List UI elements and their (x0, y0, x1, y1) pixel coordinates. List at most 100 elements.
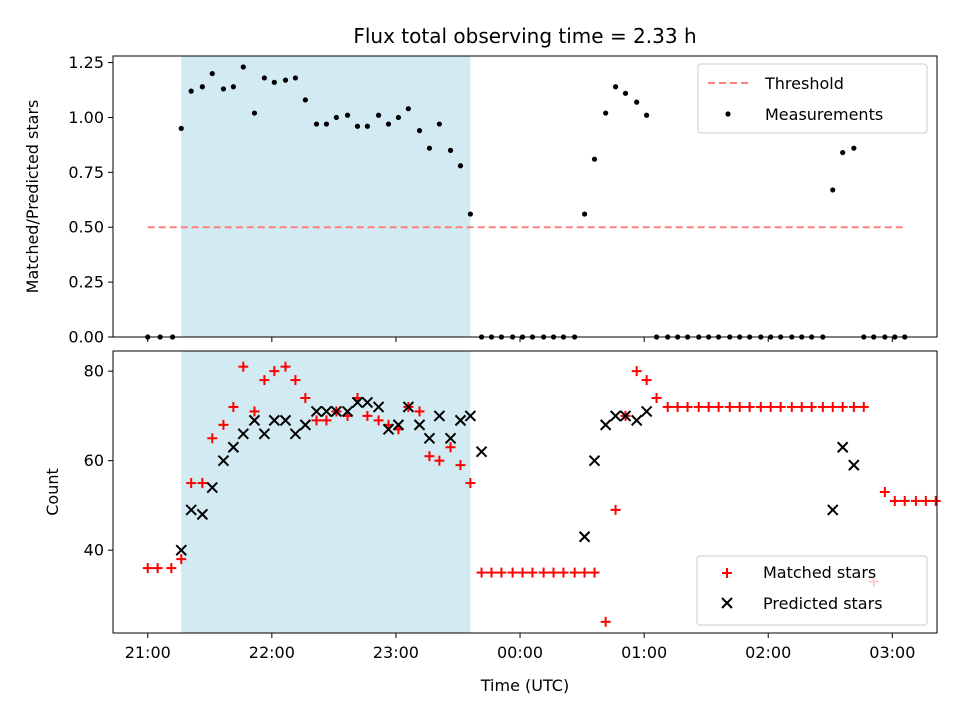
observing-span-bottom (181, 351, 471, 633)
matched-star-point (300, 393, 311, 403)
measurement-point (467, 211, 473, 217)
legend-matched-label: Matched stars (763, 563, 876, 582)
matched-star-point (321, 415, 332, 426)
matched-star-point (186, 478, 197, 489)
matched-star-point (465, 478, 476, 489)
measurement-point (851, 145, 857, 151)
matched-star-point (228, 401, 239, 412)
chart-title: Flux total observing time = 2.33 h (353, 24, 696, 48)
predicted-star-point (599, 419, 612, 431)
matched-star-point (879, 487, 890, 497)
matched-star-point (311, 415, 322, 426)
matched-star-point (434, 455, 445, 466)
measurement-point (840, 149, 846, 156)
matched-star-point (600, 616, 611, 627)
legend-measurements-swatch (725, 111, 731, 117)
measurement-point (416, 128, 423, 134)
matched-star-point (507, 567, 518, 578)
predicted-star-point (413, 419, 426, 431)
measurement-point (240, 64, 246, 70)
matched-star-point (724, 401, 735, 412)
matched-star-point (152, 563, 163, 574)
matched-star-point (786, 401, 797, 412)
legend-predicted-label: Predicted stars (763, 594, 883, 613)
matched-star-point (455, 460, 466, 471)
matched-star-point (682, 401, 693, 412)
predicted-star-point (299, 419, 312, 431)
matched-star-point (496, 567, 507, 578)
matched-star-point (538, 567, 549, 578)
measurement-point (426, 145, 433, 151)
matched-star-point (197, 478, 208, 489)
measurements-series (145, 64, 908, 340)
y-tick-label: 80 (84, 362, 104, 381)
x-tick-label: 22:00 (249, 643, 295, 662)
legend-plus-marker (722, 568, 732, 578)
predicted-star-point (237, 428, 250, 440)
matched-star-point (765, 401, 776, 412)
matched-star-point (930, 495, 941, 506)
measurement-point (603, 110, 609, 116)
measurement-point (292, 75, 299, 81)
matched-star-point (269, 366, 280, 377)
ratio-plot-frame (112, 55, 938, 338)
matched-star-point (166, 563, 177, 574)
y-tick-label: 0.75 (68, 163, 104, 182)
measurement-point (302, 97, 308, 103)
matched-star-point (796, 401, 807, 412)
x-tick-label: 21:00 (125, 643, 171, 662)
predicted-star-point (268, 414, 281, 427)
counts-legend: Matched stars Predicted stars (696, 555, 928, 626)
predicted-star-point (630, 414, 643, 427)
time-x-ticks: 21:00 22:00 23:00 00:00 01:00 02:00 03:00 (125, 633, 915, 662)
predicted-star-point (433, 410, 446, 422)
measurement-point (271, 79, 277, 85)
legend-threshold-label: Threshold (764, 74, 844, 93)
predicted-star-point (185, 504, 197, 516)
matched-star-point (373, 415, 384, 426)
predicted-star-point (320, 405, 333, 418)
counts-plot-frame (112, 350, 938, 634)
matched-star-point (858, 401, 869, 412)
legend-matched-swatch (722, 568, 732, 578)
measurement-point (447, 147, 454, 153)
measurement-point (395, 114, 402, 121)
matched-star-point (775, 401, 786, 412)
measurement-point (375, 112, 382, 118)
measurement-point (612, 84, 619, 90)
y-tick-label: 0.25 (68, 273, 104, 292)
predicted-star-point (402, 401, 415, 413)
ratio-x-ticks (147, 337, 893, 342)
measurement-point (230, 84, 236, 90)
x-tick-label: 03:00 (869, 643, 915, 662)
matched-star-point (744, 401, 755, 412)
predicted-star-point (196, 508, 209, 521)
matched-star-point (693, 401, 704, 412)
count-y-axis-label: Count (43, 468, 62, 516)
matched-star-point (527, 567, 538, 578)
matched-star-point (362, 410, 373, 421)
predicted-star-point (279, 414, 292, 427)
predicted-star-point (454, 414, 467, 427)
matched-star-point (517, 567, 528, 578)
matched-star-point (142, 563, 153, 574)
matched-star-point (218, 419, 229, 430)
x-tick-label: 00:00 (497, 643, 543, 662)
predicted-star-point (392, 419, 405, 431)
matched-star-point (424, 451, 435, 462)
matched-star-point (476, 567, 487, 578)
predicted-star-point (217, 454, 230, 467)
predicted-star-point (619, 410, 632, 422)
matched-star-point (569, 567, 580, 578)
measurement-point (364, 123, 370, 129)
matched-star-point (703, 401, 714, 412)
matched-star-point (827, 401, 838, 412)
y-tick-label: 1.00 (68, 108, 104, 127)
measurement-point (354, 123, 361, 129)
matched-star-point (414, 406, 425, 417)
count-y-ticks: 40 60 80 (84, 362, 113, 560)
matched-star-point (837, 401, 848, 412)
predicted-star-point (361, 396, 374, 409)
observing-span-top (181, 56, 471, 337)
